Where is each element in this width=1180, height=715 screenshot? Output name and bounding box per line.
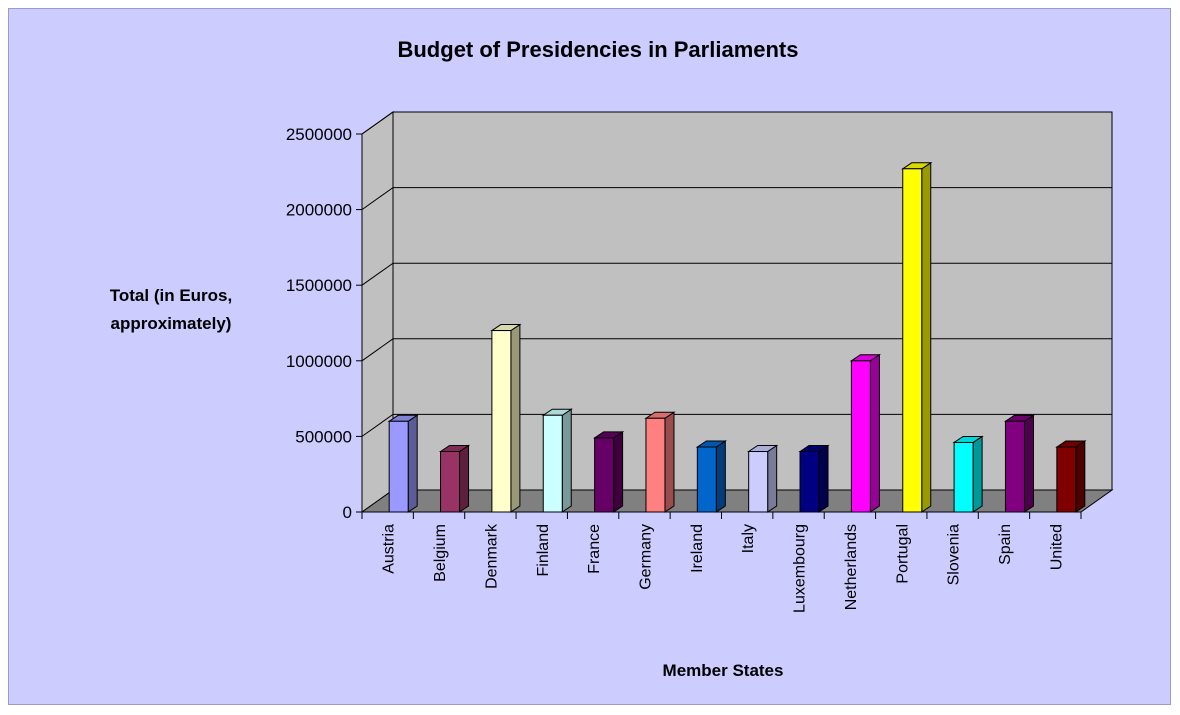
bar-spain bbox=[1003, 414, 1036, 513]
y-axis-title-line-1: Total (in Euros, bbox=[110, 286, 232, 305]
bar-front bbox=[491, 330, 512, 513]
bar-side bbox=[561, 408, 572, 513]
x-tick-label: Ireland bbox=[689, 524, 706, 573]
gridline bbox=[361, 187, 1112, 211]
bar-side bbox=[1023, 414, 1034, 513]
bar-front bbox=[645, 417, 666, 513]
bar-austria bbox=[387, 414, 419, 513]
x-tick-label: Denmark bbox=[483, 523, 500, 589]
bar-side bbox=[510, 323, 521, 513]
bar-portugal bbox=[901, 161, 933, 513]
bar-front bbox=[850, 360, 871, 513]
bar-chart: Budget of Presidencies in Parliaments 0 5… bbox=[110, 37, 1114, 680]
bar-side bbox=[407, 414, 418, 513]
x-axis-title: Member States bbox=[663, 661, 784, 680]
chart-area: Budget of Presidencies in Parliaments 0 5… bbox=[8, 8, 1171, 705]
bar-luxembourg bbox=[798, 444, 830, 513]
x-tick-label: Austria bbox=[381, 524, 398, 574]
y-tick-label: 1000000 bbox=[286, 352, 352, 371]
x-axis-labels: Austria Belgium Denmark Finland France German… bbox=[361, 512, 1082, 613]
bar-front bbox=[440, 451, 461, 513]
bar-front bbox=[953, 441, 974, 513]
side-wall bbox=[361, 111, 394, 513]
bar-netherlands bbox=[849, 353, 882, 513]
bar-france bbox=[592, 430, 625, 513]
y-tick-label: 2000000 bbox=[286, 201, 352, 220]
bar-front bbox=[1056, 446, 1077, 513]
x-tick-label: Luxembourg bbox=[792, 524, 809, 613]
bar-italy bbox=[747, 444, 779, 513]
x-tick-label: Finland bbox=[535, 524, 552, 576]
bar-front bbox=[388, 420, 409, 513]
bar-side bbox=[613, 430, 624, 513]
bar-side bbox=[1075, 440, 1086, 513]
bar-ireland bbox=[695, 440, 727, 513]
y-axis-title-line-2: approximately) bbox=[111, 314, 232, 333]
y-tick-label: 0 bbox=[343, 503, 352, 522]
x-tick-label: Slovenia bbox=[946, 524, 963, 585]
gridline bbox=[361, 111, 1112, 135]
bar-front bbox=[748, 451, 769, 513]
x-tick-label: France bbox=[586, 524, 603, 574]
bar-side bbox=[715, 440, 726, 513]
gridline bbox=[361, 262, 1112, 286]
x-tick-label: Italy bbox=[740, 524, 757, 553]
bar-side bbox=[818, 444, 829, 513]
bar-front bbox=[902, 168, 923, 513]
x-tick-label: Portugal bbox=[894, 524, 911, 584]
bar-front bbox=[1004, 420, 1025, 513]
y-tick-label: 500000 bbox=[295, 427, 352, 446]
bar-front bbox=[799, 451, 820, 513]
x-tick-label: Belgium bbox=[432, 524, 449, 582]
bar-side bbox=[921, 161, 932, 513]
bar-belgium bbox=[438, 444, 471, 513]
bar-front bbox=[696, 446, 717, 513]
y-axis-ticks: 0 500000 1000000 1500000 2000000 2500000 bbox=[286, 125, 1081, 522]
bar-side bbox=[664, 411, 675, 513]
bar-front bbox=[594, 437, 615, 513]
y-tick-label: 1500000 bbox=[286, 276, 352, 295]
bar-slovenia bbox=[952, 435, 984, 513]
gridlines bbox=[361, 111, 1112, 437]
x-tick-label: Germany bbox=[637, 524, 654, 590]
bar-front bbox=[542, 414, 563, 513]
bar-united bbox=[1055, 440, 1087, 513]
gridline bbox=[361, 338, 1112, 362]
plot-walls bbox=[360, 111, 1114, 513]
bar-denmark bbox=[490, 323, 522, 513]
bar-side bbox=[767, 444, 778, 513]
floor bbox=[360, 489, 1114, 513]
x-tick-label: United bbox=[1048, 524, 1065, 570]
bar-finland bbox=[541, 408, 573, 513]
bars bbox=[387, 161, 1087, 513]
bar-side bbox=[869, 353, 880, 513]
x-tick-label: Netherlands bbox=[843, 524, 860, 610]
bar-side bbox=[459, 444, 470, 513]
x-tick-label: Spain bbox=[997, 524, 1014, 565]
chart-title: Budget of Presidencies in Parliaments bbox=[397, 37, 798, 62]
y-tick-label: 2500000 bbox=[286, 125, 352, 144]
bar-side bbox=[972, 435, 983, 513]
bar-germany bbox=[644, 411, 676, 513]
